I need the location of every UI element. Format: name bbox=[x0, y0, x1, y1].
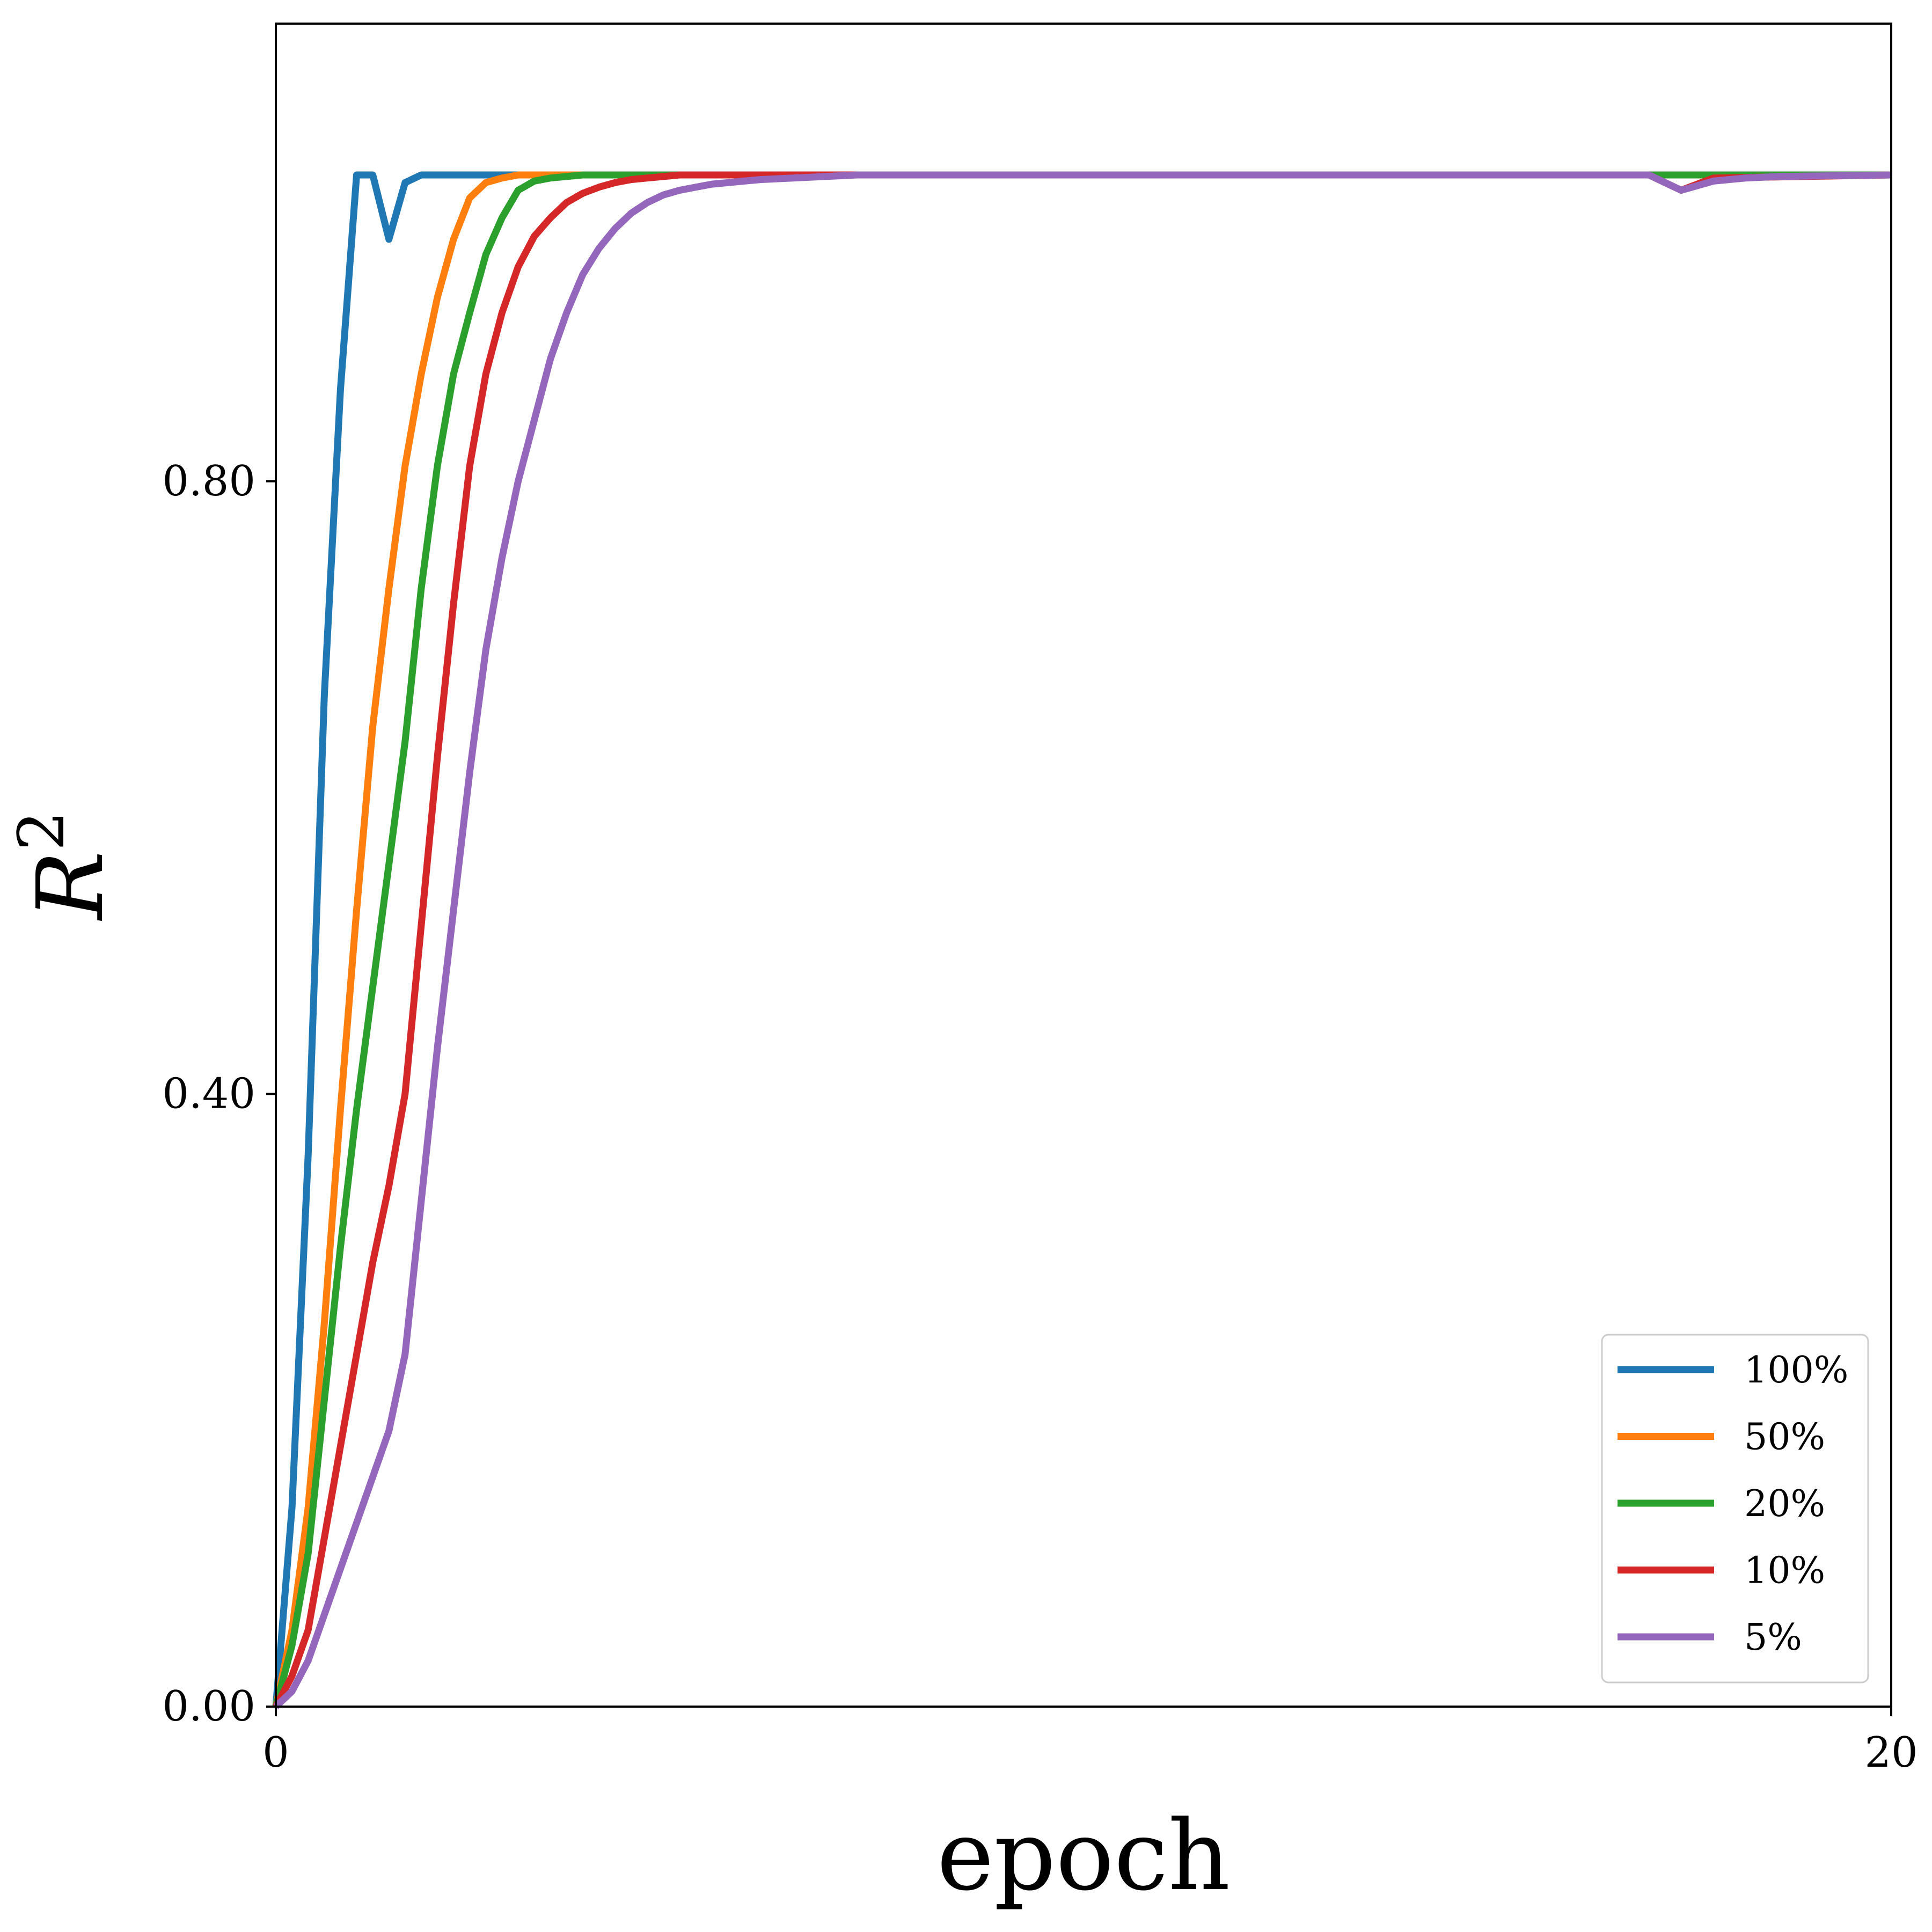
tick-layer: 0.00 0.40 0.80 0 20 bbox=[162, 457, 1918, 1777]
series-layer bbox=[272, 171, 1892, 1709]
series-line-0 bbox=[272, 171, 1891, 1707]
series-line-3 bbox=[273, 171, 1892, 1709]
x-axis-title: epoch bbox=[937, 1800, 1231, 1912]
x-tick-label-0: 0 bbox=[262, 1729, 289, 1777]
plot-frame bbox=[275, 23, 1892, 1708]
series-line-1 bbox=[272, 171, 1891, 1708]
y-tick-label-2: 0.80 bbox=[162, 457, 255, 506]
legend-label-1: 50% bbox=[1744, 1416, 1825, 1459]
x-tick-label-1: 20 bbox=[1864, 1729, 1918, 1777]
y-axis-title: R2 bbox=[4, 810, 124, 921]
legend-label-2: 20% bbox=[1744, 1483, 1825, 1525]
legend-label-4: 5% bbox=[1744, 1616, 1802, 1659]
legend: 100% 50% 20% 10% 5% bbox=[1601, 1334, 1869, 1684]
legend-label-3: 10% bbox=[1744, 1550, 1825, 1592]
y-tick-label-0: 0.00 bbox=[162, 1682, 255, 1731]
legend-items: 100% 50% 20% 10% 5% bbox=[1618, 1349, 1848, 1659]
y-axis-title-superscript: 2 bbox=[4, 810, 78, 851]
legend-label-0: 100% bbox=[1744, 1349, 1848, 1392]
legend-box bbox=[1601, 1334, 1869, 1684]
y-tick-label-1: 0.40 bbox=[162, 1070, 255, 1118]
y-axis-title-main: R bbox=[18, 851, 124, 921]
series-line-4 bbox=[273, 171, 1892, 1709]
series-line-2 bbox=[272, 171, 1891, 1708]
